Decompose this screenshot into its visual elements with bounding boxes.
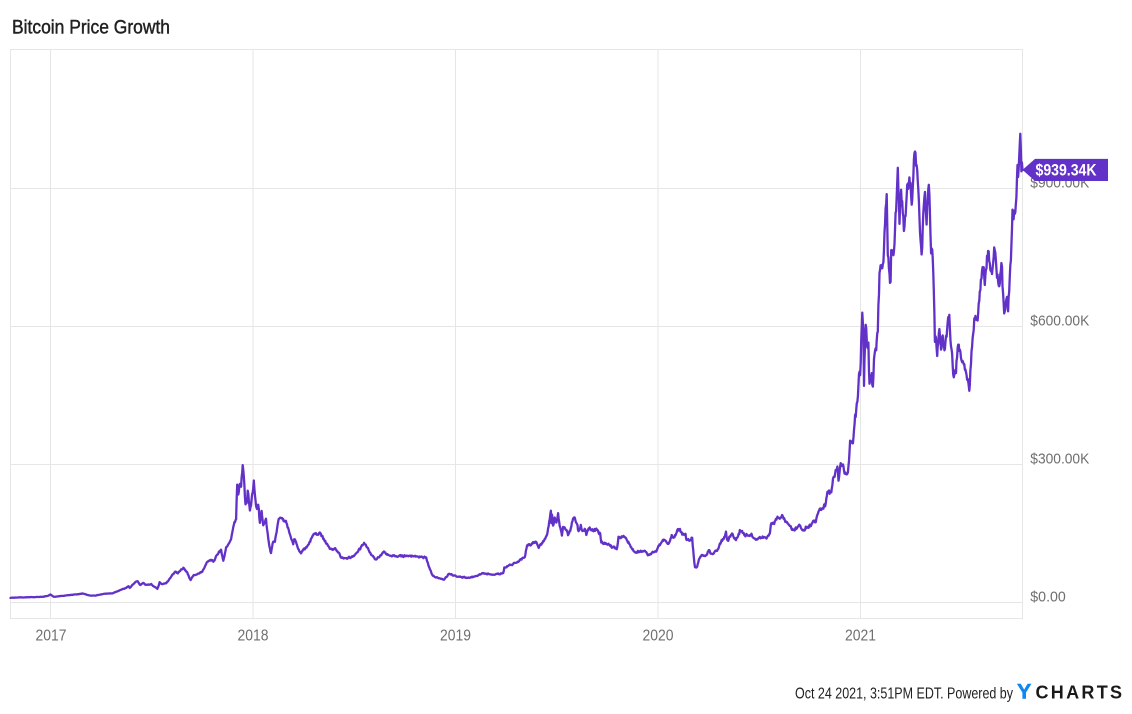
svg-text:2021: 2021 bbox=[845, 628, 876, 645]
svg-text:$0.00: $0.00 bbox=[1030, 588, 1066, 605]
svg-text:CHARTS: CHARTS bbox=[1036, 683, 1125, 703]
svg-text:Oct 24 2021, 3:51PM EDT. Power: Oct 24 2021, 3:51PM EDT. Powered by bbox=[795, 686, 1013, 703]
svg-text:2018: 2018 bbox=[238, 628, 269, 645]
svg-text:Bitcoin Price Growth: Bitcoin Price Growth bbox=[12, 17, 170, 39]
svg-text:2017: 2017 bbox=[36, 628, 67, 645]
svg-text:Y: Y bbox=[1017, 680, 1031, 704]
svg-text:$300.00K: $300.00K bbox=[1030, 450, 1089, 467]
svg-text:$939.34K: $939.34K bbox=[1036, 160, 1098, 179]
svg-text:$600.00K: $600.00K bbox=[1030, 312, 1089, 329]
svg-text:2020: 2020 bbox=[643, 628, 674, 645]
svg-text:2019: 2019 bbox=[440, 628, 471, 645]
